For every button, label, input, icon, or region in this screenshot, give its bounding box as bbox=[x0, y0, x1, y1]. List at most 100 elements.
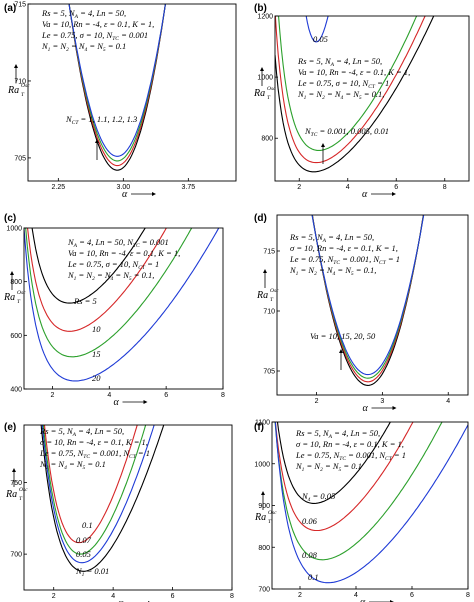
x-axis-label: α bbox=[363, 403, 369, 414]
panel-letter: (b) bbox=[254, 3, 267, 14]
series-line-0 bbox=[311, 215, 424, 386]
param-line: N1​ = N2​ = N4​ = N5​ = 0.1, bbox=[67, 270, 154, 282]
annotation-label: NTC​ = 0.001, 0.005, 0.01 bbox=[304, 126, 389, 138]
y-axis-label-sup: Osc bbox=[267, 86, 276, 92]
y-axis-label-sub: T bbox=[21, 92, 25, 98]
x-tick-label: 2 bbox=[298, 592, 302, 599]
y-tick-label: 800 bbox=[261, 136, 273, 143]
param-line: Le = 0.75, σ = 10, NTC​ = 0.001 bbox=[41, 30, 148, 42]
plot-frame bbox=[276, 214, 469, 396]
param-line: N2​ = N4​ = N5​ = 0.1 bbox=[39, 459, 106, 471]
series-line-1 bbox=[311, 215, 425, 383]
x-axis-label: α bbox=[122, 189, 128, 200]
y-tick-label: 1100 bbox=[255, 420, 270, 427]
series-line-2 bbox=[25, 228, 193, 358]
x-tick-label: 8 bbox=[230, 593, 234, 600]
series-line-2 bbox=[68, 4, 166, 162]
panel-letter: (e) bbox=[4, 422, 16, 433]
param-line: Rs = 5, NA​ = 4, Ln = 50, bbox=[297, 56, 382, 68]
y-axis-label: Ra bbox=[3, 292, 15, 303]
y-axis-label: Ra bbox=[256, 290, 268, 301]
series-label: 0.1 bbox=[308, 572, 319, 582]
param-line: N1​ = N2​ = N4​ = N5​ = 0.1, bbox=[297, 89, 384, 101]
series-group bbox=[68, 4, 167, 171]
param-line: Le = 0.75, NTC​ = 0.001, NCT​ = 1 bbox=[39, 448, 150, 460]
series-line-2 bbox=[311, 215, 425, 379]
y-axis-label-sub: T bbox=[267, 95, 271, 101]
panel-0: 2.25 3.00 3.75 705 710 715(a) α Ra T Osc Rs = 5, N… bbox=[4, 2, 237, 200]
y-tick-label: 710 bbox=[14, 78, 26, 85]
x-tick-label: 6 bbox=[410, 592, 414, 599]
panel-2: 2 4 6 8 400 600 800 1000 (c) α RaT Osc NA​ = 4, Ln =… bbox=[3, 213, 225, 408]
y-tick-label: 715 bbox=[263, 249, 275, 256]
x-tick-label: 2 bbox=[52, 593, 56, 600]
param-line: Va = 10, Rn = -4, ε = 0.1, K = 1, bbox=[298, 67, 410, 77]
plot-frame bbox=[27, 3, 237, 182]
series-group bbox=[275, 16, 435, 173]
panel-letter: (a) bbox=[4, 3, 16, 14]
x-tick-label: 3 bbox=[380, 398, 384, 405]
x-tick-label: 4 bbox=[446, 398, 450, 405]
x-tick-label: 6 bbox=[394, 184, 398, 191]
series-line-2 bbox=[277, 16, 418, 151]
param-line: N1​ = N2​ = N4​ = N5​ = 0.1 bbox=[41, 41, 126, 53]
series-line-0 bbox=[276, 422, 391, 504]
x-tick-label: 2.25 bbox=[52, 184, 66, 191]
y-tick-label: 900 bbox=[258, 503, 270, 510]
plot-frame bbox=[23, 227, 224, 390]
x-tick-label: 8 bbox=[221, 392, 225, 399]
x-tick-label: 2 bbox=[315, 398, 319, 405]
y-tick-label: 750 bbox=[10, 480, 22, 487]
y-tick-label: 710 bbox=[263, 309, 275, 316]
plot-frame bbox=[23, 424, 233, 591]
y-tick-label: 705 bbox=[263, 369, 275, 376]
panel-5: 2 4 6 8 700 800 900 1000 1100(f) α RaT Osc Rs = 5, N… bbox=[254, 420, 470, 602]
param-line: Rs = 5, NA​ = 4, Ln = 50, bbox=[295, 428, 380, 440]
x-tick-label: 8 bbox=[443, 184, 447, 191]
series-line-3 bbox=[68, 4, 167, 157]
series-line-2 bbox=[42, 425, 147, 555]
y-tick-label: 1200 bbox=[257, 14, 273, 21]
param-line: Le = 0.75, σ = 10, NCT​ = 1 bbox=[297, 78, 389, 90]
panel-4: 2 4 6 8 700 750 (e) α RaT Osc Rs = 5, NA​ = 4, Ln … bbox=[4, 422, 234, 602]
param-line: Le = 0.75, NTC​ = 0.001, NCT​ = 1 bbox=[295, 450, 406, 462]
y-tick-label: 1000 bbox=[6, 226, 22, 233]
x-tick-label: 6 bbox=[164, 392, 168, 399]
series-label: Rs = 5 bbox=[73, 296, 97, 306]
y-axis-label: Ra bbox=[5, 489, 17, 500]
series-label: 0.07 bbox=[76, 535, 92, 545]
series-group bbox=[40, 425, 165, 572]
x-tick-label: 6 bbox=[171, 593, 175, 600]
plot-frame bbox=[274, 15, 470, 182]
series-label: N1​ = 0.01 bbox=[75, 566, 109, 578]
x-tick-label: 8 bbox=[466, 592, 470, 599]
x-tick-label: 4 bbox=[107, 392, 111, 399]
x-tick-label: 4 bbox=[354, 592, 358, 599]
param-line: σ = 10, Rn = -4, ε = 0.1, K = 1, bbox=[296, 439, 404, 449]
param-line: Rs = 5, NA​ = 4, Ln = 50, bbox=[41, 8, 126, 20]
series-line-3 bbox=[43, 425, 138, 544]
series-label: N4​ = 0.05 bbox=[301, 491, 335, 503]
series-line-1 bbox=[41, 425, 155, 564]
x-axis-label: α bbox=[360, 597, 366, 602]
series-line-3 bbox=[274, 422, 468, 584]
y-axis-label: Ra bbox=[7, 85, 19, 96]
y-tick-label: 600 bbox=[10, 333, 22, 340]
x-tick-label: 4 bbox=[111, 593, 115, 600]
param-line: Le = 0.75, NTC​ = 0.001, NCT​ = 1 bbox=[289, 254, 400, 266]
param-line: Va = 10, Rn = -4, ε = 0.1, K = 1, bbox=[68, 248, 180, 258]
series-line-0 bbox=[40, 425, 165, 572]
y-tick-label: 400 bbox=[10, 387, 22, 394]
x-axis-label: α bbox=[114, 397, 120, 408]
y-axis-label-sub: T bbox=[17, 299, 21, 305]
series-label: 0.1 bbox=[82, 520, 93, 530]
x-tick-label: 4 bbox=[346, 184, 350, 191]
series-label: 10 bbox=[92, 324, 101, 334]
y-axis-label: Ra bbox=[254, 512, 266, 523]
y-tick-label: 700 bbox=[258, 587, 270, 594]
series-line-3 bbox=[24, 228, 220, 382]
y-tick-label: 1000 bbox=[254, 461, 270, 468]
y-axis-label-sup: Osc bbox=[17, 290, 26, 296]
series-group bbox=[24, 228, 220, 382]
